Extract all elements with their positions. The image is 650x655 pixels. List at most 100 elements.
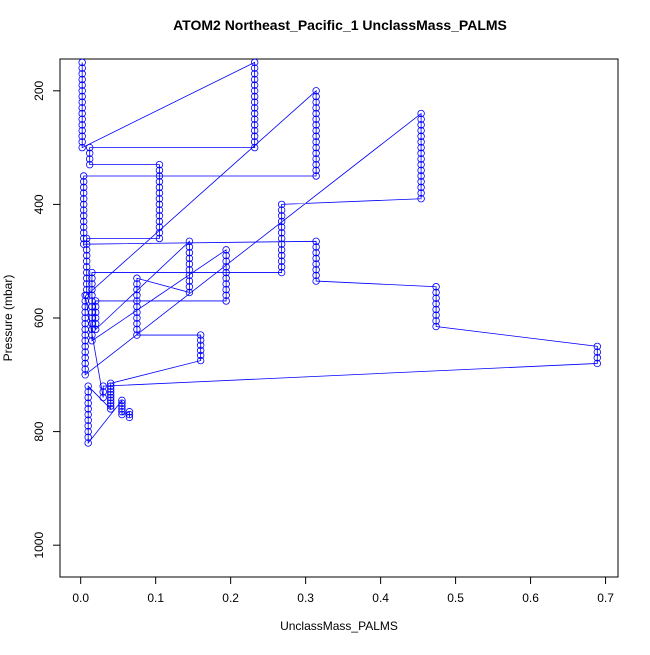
point (79, 234, 88, 243)
point (432, 283, 440, 291)
point (155, 183, 164, 192)
point (593, 359, 602, 368)
point (417, 115, 425, 123)
point (312, 115, 320, 123)
point (81, 348, 89, 356)
point (417, 172, 425, 180)
point (118, 410, 126, 419)
point (99, 382, 107, 390)
point (185, 283, 194, 291)
point (78, 121, 86, 129)
point (88, 302, 96, 311)
point (277, 200, 286, 209)
point (79, 189, 88, 197)
point (88, 274, 96, 282)
point (88, 319, 96, 328)
point (82, 280, 91, 288)
point (250, 87, 259, 95)
point (312, 277, 320, 285)
x-tick-label: 0.3 (297, 591, 314, 605)
point (250, 98, 259, 106)
point (312, 166, 320, 175)
point (277, 212, 286, 220)
point (312, 237, 320, 246)
point (250, 81, 259, 89)
point (250, 109, 259, 118)
x-axis-label: UnclassMass_PALMS (280, 619, 398, 633)
point (88, 280, 96, 288)
point (185, 271, 194, 280)
point (312, 260, 320, 268)
point (91, 319, 100, 328)
point (78, 92, 86, 101)
point (79, 229, 88, 237)
point (79, 200, 88, 209)
point (84, 416, 92, 424)
point (432, 322, 440, 331)
point (432, 294, 440, 302)
y-tick-label: 400 (32, 194, 46, 214)
point (155, 177, 164, 186)
point (155, 217, 164, 226)
point (185, 266, 194, 274)
point (133, 297, 141, 305)
point (78, 75, 86, 84)
x-tick-label: 0.2 (222, 591, 239, 605)
point (222, 285, 230, 294)
point (417, 160, 425, 169)
point (82, 246, 91, 254)
point (277, 240, 286, 248)
point (106, 385, 115, 393)
point (78, 109, 86, 118)
point (133, 308, 141, 317)
point (417, 166, 425, 175)
point (312, 126, 320, 135)
point (118, 402, 126, 410)
point (250, 58, 259, 67)
point (312, 266, 320, 274)
point (106, 382, 115, 390)
point (222, 246, 230, 254)
point (417, 109, 425, 118)
point (106, 390, 115, 399)
point (78, 70, 86, 78)
point (250, 75, 259, 84)
point (118, 408, 126, 416)
point (312, 271, 320, 280)
point (222, 297, 230, 305)
point (155, 229, 164, 237)
point (222, 291, 230, 299)
y-axis-label: Pressure (mbar) (1, 275, 15, 362)
point (99, 388, 107, 396)
point (250, 143, 259, 152)
point (155, 200, 164, 209)
point (118, 396, 126, 405)
point (106, 405, 115, 413)
point (99, 393, 107, 402)
point (185, 277, 194, 285)
point (250, 115, 259, 123)
point (78, 98, 86, 106)
point (312, 138, 320, 146)
point (250, 92, 259, 101)
point (185, 237, 194, 246)
point (417, 138, 425, 146)
y-tick-label: 200 (32, 80, 46, 100)
point (88, 268, 96, 277)
point (78, 58, 86, 67)
point (312, 248, 320, 257)
point (85, 143, 94, 152)
point (222, 263, 230, 271)
point (84, 439, 92, 447)
point (84, 410, 92, 419)
point (88, 314, 96, 322)
point (84, 382, 92, 390)
point (78, 115, 86, 123)
point (432, 288, 440, 297)
point (432, 311, 440, 319)
point (155, 212, 164, 220)
point (277, 268, 286, 277)
point (85, 155, 94, 163)
point (196, 341, 205, 349)
point (155, 172, 164, 180)
